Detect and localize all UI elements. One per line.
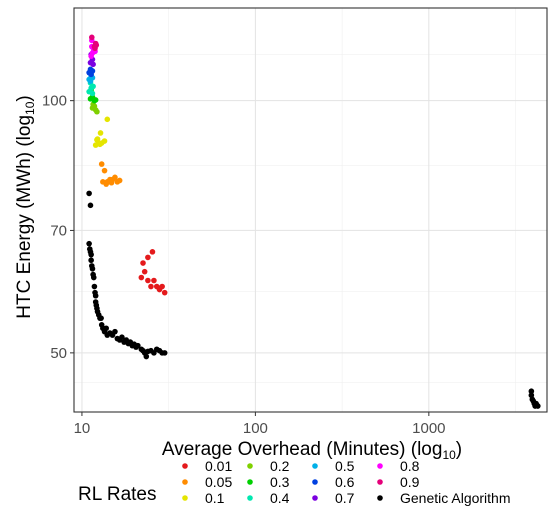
legend-label: 0.5 bbox=[335, 458, 355, 474]
data-point bbox=[119, 334, 125, 340]
legend-label: 0.1 bbox=[205, 490, 225, 506]
data-point bbox=[94, 137, 100, 143]
data-point bbox=[90, 274, 97, 281]
data-point bbox=[149, 249, 156, 255]
legend: 0.010.050.1 0.20.30.4 0.50.60.7 0.80.9Genet… bbox=[182, 458, 511, 506]
series-0-6 bbox=[86, 66, 96, 78]
data-point bbox=[101, 167, 108, 174]
data-point bbox=[97, 130, 104, 136]
data-point bbox=[103, 325, 109, 332]
legend-label: 0.05 bbox=[205, 474, 232, 490]
plot-panel-border bbox=[73, 7, 548, 413]
data-point bbox=[535, 403, 541, 409]
series-0-1 bbox=[92, 116, 111, 148]
data-point bbox=[91, 283, 98, 290]
data-point bbox=[161, 289, 168, 296]
legend-key bbox=[247, 495, 253, 501]
data-points bbox=[86, 34, 541, 409]
data-point bbox=[89, 34, 95, 41]
data-point bbox=[92, 292, 99, 299]
y-axis-title-main: HTC Energy (MWh) (log bbox=[14, 115, 35, 319]
data-point bbox=[89, 265, 96, 272]
data-point bbox=[98, 315, 104, 321]
data-point bbox=[108, 179, 115, 186]
data-point bbox=[141, 268, 148, 275]
legend-title: RL Rates bbox=[78, 484, 157, 505]
data-point bbox=[116, 177, 123, 184]
data-point bbox=[88, 257, 94, 264]
series-0-01 bbox=[138, 249, 168, 296]
data-point bbox=[101, 138, 108, 144]
y-tick-label: 50 bbox=[50, 345, 67, 362]
data-point bbox=[88, 53, 94, 59]
x-axis-title-main: Average Overhead (Minutes) (log bbox=[162, 439, 443, 460]
legend-key bbox=[247, 463, 253, 469]
data-point bbox=[87, 202, 94, 209]
x-tick-label: 1000 bbox=[412, 420, 445, 437]
legend-key bbox=[182, 479, 188, 485]
data-point bbox=[148, 283, 154, 290]
x-axis-title-subscript: 10 bbox=[442, 448, 456, 462]
series-0-2 bbox=[89, 101, 100, 115]
y-tick-label: 70 bbox=[50, 222, 67, 239]
data-point bbox=[104, 116, 111, 123]
legend-label: 0.7 bbox=[335, 490, 355, 506]
series-0-9 bbox=[89, 34, 100, 52]
legend-key bbox=[312, 463, 318, 469]
legend-label: Genetic Algorithm bbox=[400, 490, 511, 506]
data-point bbox=[86, 190, 92, 197]
data-point bbox=[159, 283, 165, 290]
legend-key bbox=[247, 479, 253, 485]
data-point bbox=[88, 251, 94, 258]
legend-label: 0.01 bbox=[205, 458, 232, 474]
data-point bbox=[92, 45, 98, 52]
data-point bbox=[86, 240, 92, 247]
data-point bbox=[90, 61, 96, 68]
y-axis-title: HTC Energy (MWh) (log10) bbox=[14, 95, 37, 318]
legend-key bbox=[377, 479, 383, 485]
data-point bbox=[135, 342, 141, 349]
data-point bbox=[103, 181, 109, 187]
data-point bbox=[161, 350, 168, 356]
data-point bbox=[98, 161, 105, 167]
x-axis-title: Average Overhead (Minutes) (log10) bbox=[162, 439, 462, 462]
data-point bbox=[145, 254, 151, 261]
legend-label: 0.4 bbox=[270, 490, 290, 506]
y-axis-title-close: ) bbox=[14, 95, 35, 101]
data-point bbox=[151, 277, 157, 284]
data-point bbox=[145, 277, 151, 284]
data-point bbox=[92, 97, 99, 103]
legend-key bbox=[182, 463, 188, 469]
legend-key bbox=[312, 495, 318, 501]
legend-label: 0.6 bbox=[335, 474, 355, 490]
legend-key bbox=[182, 495, 188, 501]
data-point bbox=[94, 108, 100, 115]
legend-label: 0.8 bbox=[400, 458, 420, 474]
data-point bbox=[88, 71, 94, 78]
data-point bbox=[112, 328, 118, 335]
data-point bbox=[89, 90, 96, 97]
legend-key bbox=[312, 479, 318, 485]
legend-label: 0.2 bbox=[270, 458, 290, 474]
x-axis-title-close: ) bbox=[456, 439, 462, 460]
data-point bbox=[112, 174, 118, 181]
legend-key bbox=[377, 463, 383, 469]
y-tick-label: 100 bbox=[42, 93, 67, 110]
x-tick-label: 10 bbox=[74, 420, 91, 437]
data-point bbox=[138, 274, 145, 281]
data-point bbox=[97, 141, 103, 148]
series-genetic-algorithm bbox=[86, 190, 541, 409]
legend-label: 0.9 bbox=[400, 474, 420, 490]
data-point bbox=[143, 353, 150, 360]
legend-label: 0.3 bbox=[270, 474, 290, 490]
data-point bbox=[87, 78, 94, 84]
data-point bbox=[140, 260, 146, 266]
data-point bbox=[528, 388, 535, 395]
series-0-05 bbox=[98, 161, 123, 187]
axis-ticks: 10 100 1000 50 70 100 bbox=[42, 93, 446, 437]
y-axis-title-subscript: 10 bbox=[23, 101, 37, 115]
legend-key bbox=[377, 495, 383, 501]
x-tick-label: 100 bbox=[243, 420, 268, 437]
